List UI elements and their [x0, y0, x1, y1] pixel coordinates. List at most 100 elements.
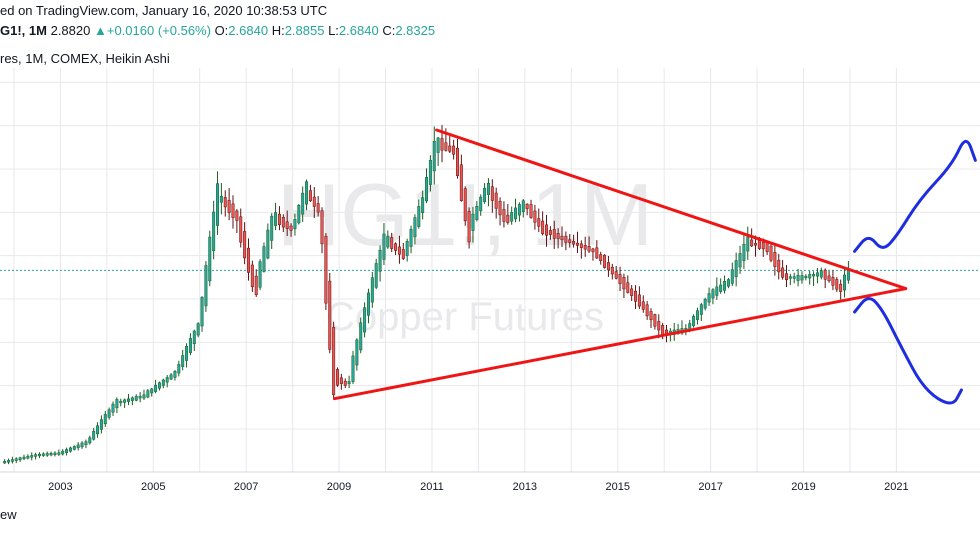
- candle-down: [401, 249, 405, 259]
- x-tick-label: 2015: [605, 481, 629, 493]
- candle-up: [475, 206, 479, 220]
- candle-up: [471, 213, 475, 231]
- candle-up: [169, 374, 173, 380]
- candle-down: [529, 204, 533, 218]
- candle-down: [839, 283, 843, 292]
- candle-up: [68, 447, 72, 452]
- candle-down: [397, 246, 401, 255]
- candle-up: [208, 236, 212, 282]
- candle-up: [510, 212, 514, 222]
- candle-up: [382, 233, 386, 260]
- candle-up: [138, 396, 142, 399]
- candle-down: [591, 248, 595, 253]
- candle-down: [316, 203, 320, 213]
- candle-up: [715, 286, 719, 296]
- candle-up: [428, 159, 432, 185]
- symbol-label[interactable]: G1!, 1M: [0, 23, 47, 38]
- candle-up: [192, 330, 196, 345]
- candle-up: [297, 205, 301, 224]
- candle-down: [610, 266, 614, 275]
- candle-down: [568, 239, 572, 243]
- candle-down: [545, 224, 548, 236]
- candle-up: [425, 177, 429, 202]
- candle-down: [320, 210, 324, 245]
- candle-up: [436, 137, 440, 153]
- forecast-up-arrow: [853, 139, 977, 253]
- candle-up: [258, 261, 262, 288]
- candle-up: [49, 453, 53, 456]
- candle-up: [154, 384, 158, 392]
- last-price: 2.8820: [50, 23, 91, 38]
- candle-up: [107, 409, 111, 418]
- candle-up: [57, 452, 61, 455]
- footer-text: ew: [0, 507, 17, 522]
- candle-down: [328, 280, 332, 350]
- candle-up: [792, 276, 796, 279]
- candle-down: [324, 235, 328, 304]
- candle-up: [177, 364, 181, 374]
- candle-down: [572, 241, 576, 245]
- candle-up: [262, 246, 266, 272]
- triangle-pattern: [332, 128, 908, 401]
- candle-up: [142, 394, 146, 399]
- candle-down: [235, 210, 239, 221]
- candle-up: [695, 310, 699, 320]
- x-tick-label: 2011: [420, 481, 444, 493]
- candle-up: [409, 228, 413, 247]
- candle-down: [339, 377, 343, 384]
- candle-up: [84, 441, 88, 446]
- candle-up: [812, 274, 816, 277]
- candle-down: [227, 199, 231, 213]
- candle-down: [630, 288, 634, 296]
- candle-up: [730, 269, 734, 284]
- candle-down: [599, 254, 603, 261]
- candle-up: [14, 458, 18, 461]
- candle-down: [575, 242, 579, 246]
- candle-up: [270, 215, 274, 241]
- candle-up: [18, 457, 22, 461]
- candle-up: [726, 279, 730, 287]
- candle-down: [641, 301, 645, 310]
- candles-group: [3, 125, 850, 465]
- time-axis: 2003 2005 2007 2009 2011 2013 2015 2017 2019 2021: [48, 481, 909, 493]
- candle-up: [366, 292, 370, 316]
- candle-down: [390, 237, 394, 249]
- candle-down: [231, 203, 235, 218]
- candle-down: [548, 230, 552, 235]
- candle-down: [637, 294, 641, 307]
- candle-up: [127, 398, 130, 402]
- candle-up: [274, 212, 278, 226]
- low-label: L:: [328, 23, 339, 38]
- candle-down: [343, 380, 347, 386]
- candle-up: [157, 382, 161, 389]
- candle-up: [61, 450, 65, 455]
- candle-down: [281, 216, 285, 228]
- candle-up: [421, 197, 425, 214]
- candle-down: [769, 245, 773, 261]
- candle-down: [332, 327, 336, 396]
- candle-up: [703, 298, 707, 309]
- candle-up: [363, 307, 367, 333]
- candle-down: [765, 242, 769, 253]
- candle-down: [552, 229, 556, 239]
- candle-down: [448, 145, 452, 152]
- high-value: 2.8855: [284, 23, 325, 38]
- candle-down: [556, 233, 560, 239]
- candle-down: [459, 164, 463, 201]
- candle-up: [266, 229, 270, 259]
- candle-up: [96, 425, 100, 435]
- candle-up: [30, 455, 34, 458]
- candle-down: [239, 216, 243, 243]
- candle-down: [541, 220, 545, 234]
- candle-up: [37, 453, 41, 457]
- candle-down: [831, 277, 835, 286]
- candle-down: [657, 321, 661, 331]
- open-value: 2.6840: [228, 23, 269, 38]
- candle-up: [3, 460, 7, 464]
- candle-down: [645, 304, 649, 317]
- candle-up: [216, 183, 220, 226]
- candle-up: [347, 381, 351, 385]
- ohlc-legend: G1!, 1M 2.8820 ▲+0.0160 (+0.56%) O:2.684…: [0, 23, 435, 38]
- candle-up: [99, 419, 103, 430]
